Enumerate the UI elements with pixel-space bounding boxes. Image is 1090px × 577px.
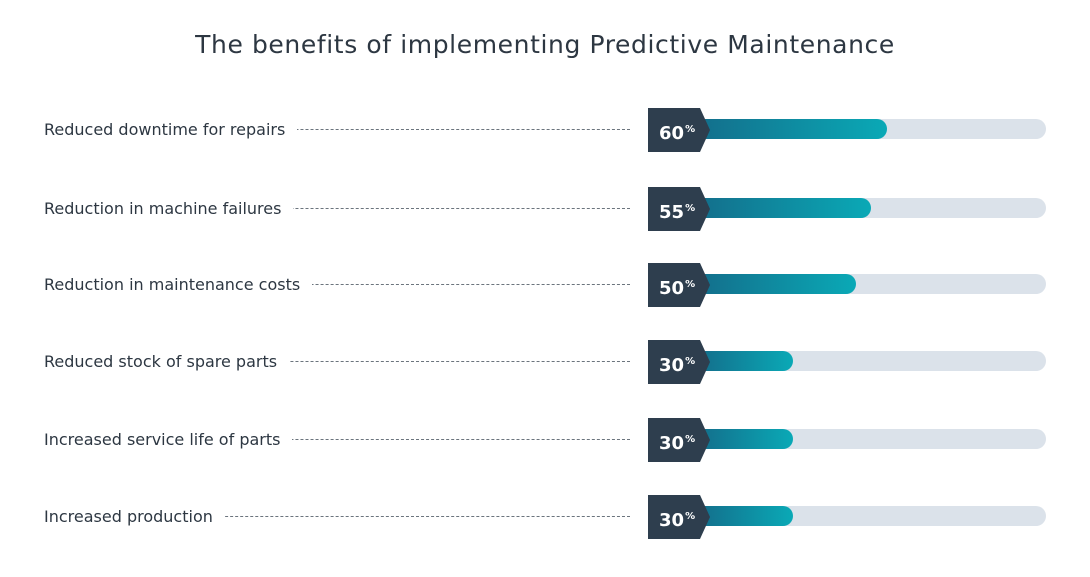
value-label: 60% bbox=[659, 108, 695, 152]
bar-row: Reduction in maintenance costs 50% bbox=[0, 263, 1090, 307]
bar-row: Increased service life of parts 30% bbox=[0, 418, 1090, 462]
category-label: Reduced stock of spare parts bbox=[44, 340, 290, 384]
leader-line bbox=[200, 284, 630, 285]
value-badge: 30% bbox=[648, 418, 712, 462]
value-number: 30 bbox=[659, 510, 685, 531]
value-label: 50% bbox=[659, 263, 695, 307]
leader-line bbox=[200, 516, 630, 517]
value-number: 55 bbox=[659, 202, 685, 223]
value-number: 60 bbox=[659, 123, 685, 144]
bar-row: Reduced stock of spare parts 30% bbox=[0, 340, 1090, 384]
value-number: 30 bbox=[659, 355, 685, 376]
value-badge: 30% bbox=[648, 340, 712, 384]
value-number: 30 bbox=[659, 433, 685, 454]
leader-line bbox=[200, 129, 630, 130]
value-label: 30% bbox=[659, 495, 695, 539]
value-number: 50 bbox=[659, 278, 685, 299]
percent-sign: % bbox=[685, 279, 696, 290]
category-label: Increased service life of parts bbox=[44, 418, 293, 462]
category-label: Reduced downtime for repairs bbox=[44, 108, 298, 152]
percent-sign: % bbox=[685, 203, 696, 214]
leader-line bbox=[200, 208, 630, 209]
bar-fill bbox=[700, 198, 871, 218]
bar-fill bbox=[700, 274, 856, 294]
percent-sign: % bbox=[685, 511, 696, 522]
bar-row: Increased production 30% bbox=[0, 495, 1090, 539]
value-label: 55% bbox=[659, 187, 695, 231]
category-label: Reduction in maintenance costs bbox=[44, 263, 313, 307]
value-badge: 60% bbox=[648, 108, 712, 152]
leader-line bbox=[200, 361, 630, 362]
value-label: 30% bbox=[659, 418, 695, 462]
bar-fill bbox=[700, 429, 793, 449]
bar-fill bbox=[700, 506, 793, 526]
bar-fill bbox=[700, 119, 887, 139]
bar-row: Reduced downtime for repairs 60% bbox=[0, 108, 1090, 152]
category-label: Reduction in machine failures bbox=[44, 187, 294, 231]
value-badge: 30% bbox=[648, 495, 712, 539]
value-badge: 55% bbox=[648, 187, 712, 231]
bar-row: Reduction in machine failures 55% bbox=[0, 187, 1090, 231]
category-label: Increased production bbox=[44, 495, 225, 539]
chart-title: The benefits of implementing Predictive … bbox=[195, 30, 895, 59]
leader-line bbox=[200, 439, 630, 440]
bar-fill bbox=[700, 351, 793, 371]
value-label: 30% bbox=[659, 340, 695, 384]
percent-sign: % bbox=[685, 356, 696, 367]
percent-sign: % bbox=[685, 124, 696, 135]
percent-sign: % bbox=[685, 434, 696, 445]
value-badge: 50% bbox=[648, 263, 712, 307]
